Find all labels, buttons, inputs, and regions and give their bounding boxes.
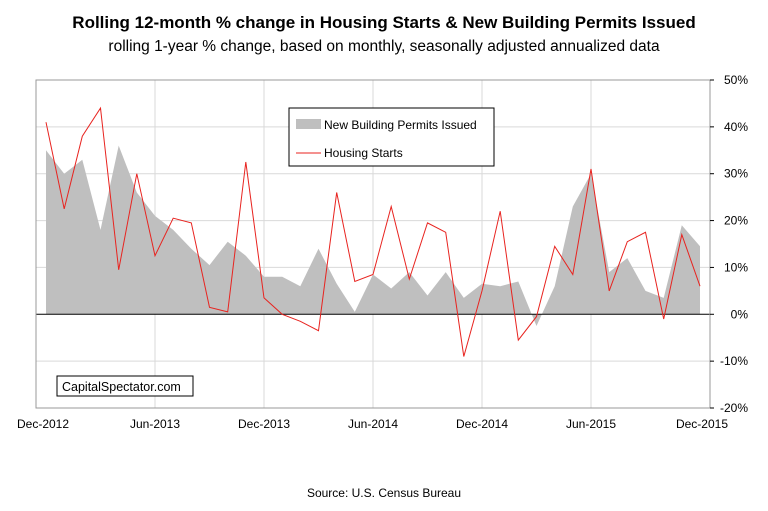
x-tick-label: Dec-2012 (17, 417, 69, 431)
watermark-box (56, 375, 194, 397)
x-tick-label: Dec-2015 (676, 417, 728, 431)
y-tick-label: 20% (724, 214, 748, 228)
y-tick-label: 10% (724, 260, 748, 274)
y-tick-label: -10% (720, 354, 748, 368)
legend-swatch-permits (296, 119, 321, 129)
permits-area (46, 145, 700, 326)
x-tick-label: Dec-2013 (238, 417, 290, 431)
y-tick-label: -20% (720, 401, 748, 415)
chart-subtitle: rolling 1-year % change, based on monthl… (108, 38, 660, 55)
x-tick-label: Dec-2014 (456, 417, 508, 431)
plot-border (35, 79, 711, 409)
x-tick-label: Jun-2015 (566, 417, 616, 431)
y-tick-label: 50% (724, 73, 748, 87)
watermark: CapitalSpectator.com (56, 375, 194, 397)
y-tick-label: 30% (724, 167, 748, 181)
x-tick-label: Jun-2013 (130, 417, 180, 431)
watermark-text: CapitalSpectator.com (62, 380, 181, 394)
chart-title: Rolling 12-month % change in Housing Sta… (72, 13, 696, 32)
y-axis: -20% -10% 0% 10% 20% 30% 40% 50% (710, 73, 748, 415)
legend-label-starts: Housing Starts (324, 146, 403, 160)
source-note: Source: U.S. Census Bureau (306, 486, 462, 500)
x-axis: Dec-2012 Jun-2013 Dec-2013 Jun-2014 Dec-2014… (17, 417, 728, 431)
legend: New Building Permits Issued Housing Star… (288, 107, 495, 167)
legend-box (288, 107, 495, 167)
legend-label-permits: New Building Permits Issued (324, 118, 477, 132)
housing-starts-line (45, 106, 701, 357)
y-tick-label: 40% (724, 120, 748, 134)
x-tick-label: Jun-2014 (348, 417, 398, 431)
y-tick-label: 0% (731, 307, 749, 321)
